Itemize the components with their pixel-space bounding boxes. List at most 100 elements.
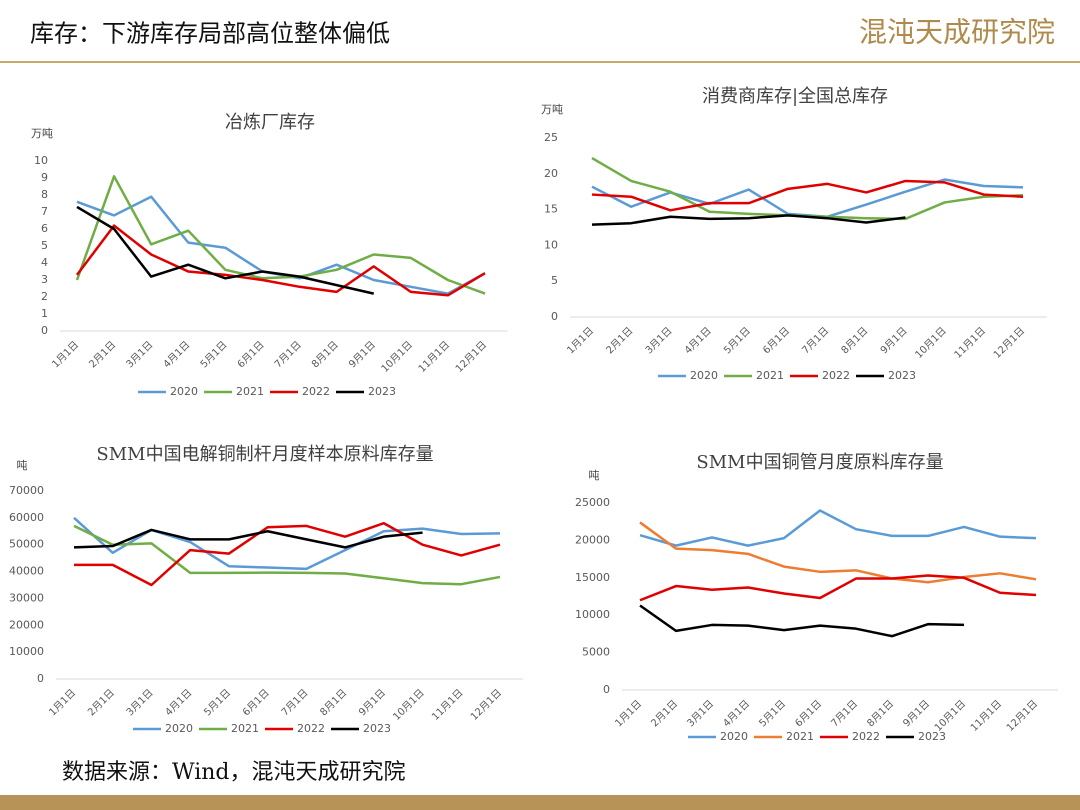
series-line: [639, 574, 1037, 602]
series-line: [639, 604, 965, 638]
x-tick-label: 5月1日: [757, 698, 789, 730]
x-tick-label: 12月1日: [453, 339, 489, 375]
x-tick-label: 6月1日: [235, 339, 267, 371]
legend-label: 2023: [888, 369, 916, 382]
header-rule: [0, 61, 1080, 63]
y-tick-label: 5000: [582, 646, 610, 659]
y-tick-label: 0: [41, 324, 48, 337]
legend-label: 2023: [363, 722, 391, 735]
x-tick-label: 1月1日: [565, 325, 597, 357]
x-tick-label: 6月1日: [793, 698, 825, 730]
legend-label: 2022: [852, 730, 880, 743]
y-tick-label: 5: [551, 274, 558, 287]
y-tick-label: 50000: [9, 538, 44, 551]
series-line: [73, 524, 501, 586]
x-tick-label: 9月1日: [878, 325, 910, 357]
x-tick-label: 3月1日: [124, 687, 156, 719]
y-tick-label: 20000: [9, 618, 44, 631]
y-tick-label: 9: [41, 171, 48, 184]
legend-label: 2021: [231, 722, 259, 735]
x-tick-label: 9月1日: [356, 687, 388, 719]
x-tick-label: 4月1日: [682, 325, 714, 357]
y-tick-label: 3: [41, 273, 48, 286]
y-tick-label: 15000: [575, 571, 610, 584]
x-tick-label: 3月1日: [643, 325, 675, 357]
y-tick-label: 25: [544, 131, 558, 144]
y-unit: 吨: [17, 459, 28, 472]
slide-title: 库存：下游库存局部高位整体偏低: [30, 20, 390, 48]
series-line: [639, 509, 1037, 547]
x-tick-label: 4月1日: [163, 687, 195, 719]
x-tick-label: 11月1日: [416, 339, 452, 375]
x-tick-label: 1月1日: [50, 339, 82, 371]
y-tick-label: 20: [544, 167, 558, 180]
x-tick-label: 1月1日: [47, 687, 79, 719]
y-tick-label: 0: [551, 310, 558, 323]
x-tick-label: 2月1日: [85, 687, 117, 719]
x-tick-label: 7月1日: [279, 687, 311, 719]
y-tick-label: 15: [544, 203, 558, 216]
series-line: [591, 214, 906, 226]
x-tick-label: 3月1日: [124, 339, 156, 371]
x-tick-label: 7月1日: [272, 339, 304, 371]
x-tick-label: 10月1日: [932, 698, 968, 734]
x-tick-label: 4月1日: [721, 698, 753, 730]
y-tick-label: 0: [603, 683, 610, 696]
y-tick-label: 1: [41, 307, 48, 320]
x-tick-label: 11月1日: [429, 687, 465, 723]
legend-label: 2020: [165, 722, 193, 735]
y-tick-label: 10: [544, 238, 558, 251]
x-tick-label: 9月1日: [346, 339, 378, 371]
x-tick-label: 8月1日: [309, 339, 341, 371]
legend-label: 2020: [720, 730, 748, 743]
chart-title: SMM中国电解铜制杆月度样本原料库存量: [96, 444, 433, 465]
y-unit: 万吨: [541, 103, 563, 116]
x-tick-label: 2月1日: [87, 339, 119, 371]
x-tick-label: 9月1日: [901, 698, 933, 730]
series-line: [591, 156, 1024, 221]
y-tick-label: 0: [37, 672, 44, 685]
chart-title: 消费商库存|全国总库存: [702, 86, 888, 107]
x-tick-label: 4月1日: [161, 339, 193, 371]
x-tick-label: 5月1日: [198, 339, 230, 371]
x-tick-label: 12月1日: [1004, 698, 1040, 734]
y-tick-label: 7: [41, 205, 48, 218]
x-tick-label: 7月1日: [829, 698, 861, 730]
x-tick-label: 12月1日: [991, 325, 1027, 361]
source: 数据来源：Wind，混沌天成研究院: [62, 760, 406, 785]
legend-label: 2022: [302, 385, 330, 398]
x-tick-label: 11月1日: [952, 325, 988, 361]
x-tick-label: 10月1日: [379, 339, 415, 375]
legend-label: 2023: [918, 730, 946, 743]
y-tick-label: 5: [41, 239, 48, 252]
series-line: [76, 205, 375, 295]
chart-title: 冶炼厂库存: [225, 112, 315, 133]
y-tick-label: 30000: [9, 591, 44, 604]
legend-label: 2022: [822, 369, 850, 382]
legend-label: 2022: [297, 722, 325, 735]
series-line: [73, 528, 423, 549]
y-tick-label: 25000: [575, 496, 610, 509]
y-tick-label: 60000: [9, 511, 44, 524]
logo: 混沌天成研究院: [859, 16, 1055, 49]
y-tick-label: 20000: [575, 533, 610, 546]
series-line: [74, 521, 501, 587]
y-tick-label: 4: [41, 256, 48, 269]
x-tick-label: 3月1日: [685, 698, 717, 730]
y-tick-label: 10: [34, 154, 48, 167]
x-tick-label: 6月1日: [240, 687, 272, 719]
y-tick-label: 10000: [575, 608, 610, 621]
x-tick-label: 10月1日: [913, 325, 949, 361]
legend-label: 2021: [236, 385, 264, 398]
y-tick-label: 70000: [9, 484, 44, 497]
series-line: [591, 179, 1024, 212]
series-line: [639, 521, 1037, 584]
x-tick-label: 2月1日: [649, 698, 681, 730]
y-unit: 万吨: [31, 127, 53, 140]
legend-label: 2021: [786, 730, 814, 743]
y-tick-label: 10000: [9, 645, 44, 658]
legend-label: 2020: [690, 369, 718, 382]
legend-label: 2023: [368, 385, 396, 398]
x-tick-label: 8月1日: [318, 687, 350, 719]
